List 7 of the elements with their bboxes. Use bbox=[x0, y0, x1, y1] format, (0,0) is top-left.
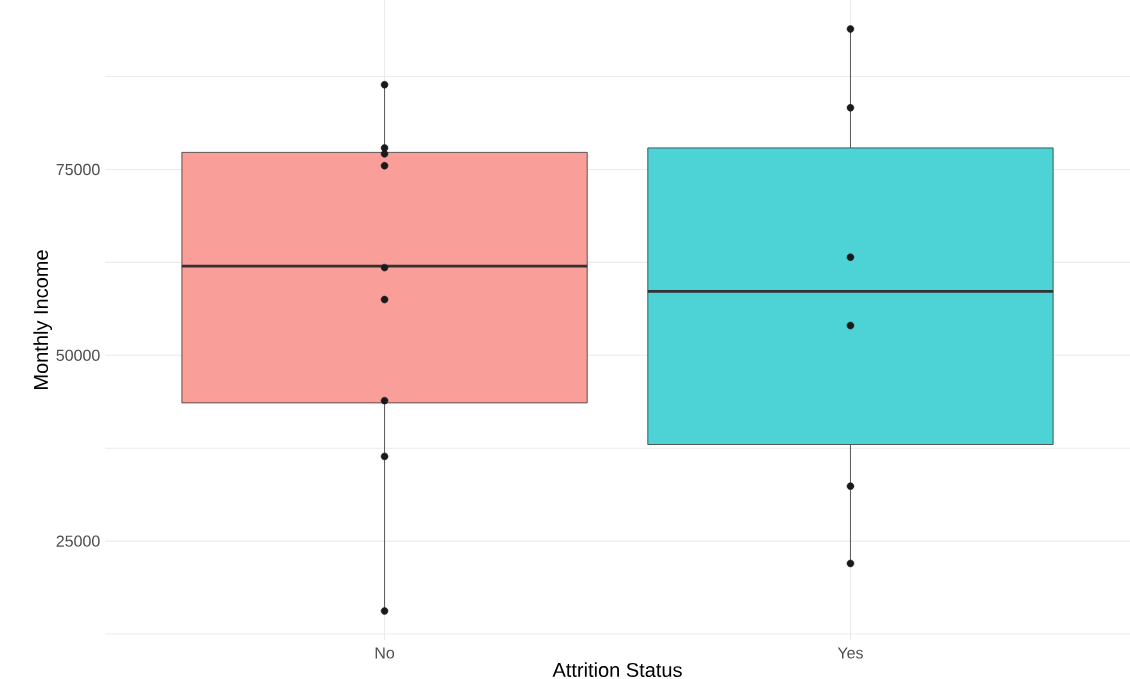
x-axis-title: Attrition Status bbox=[552, 662, 682, 678]
x-tick-label: No bbox=[375, 647, 395, 659]
y-tick-label: 25000 bbox=[56, 535, 100, 547]
y-tick-label: 50000 bbox=[56, 349, 100, 361]
y-axis-title: Monthly Income bbox=[33, 250, 52, 389]
y-tick-label: 75000 bbox=[56, 163, 100, 176]
x-tick-label: Yes bbox=[837, 647, 863, 659]
